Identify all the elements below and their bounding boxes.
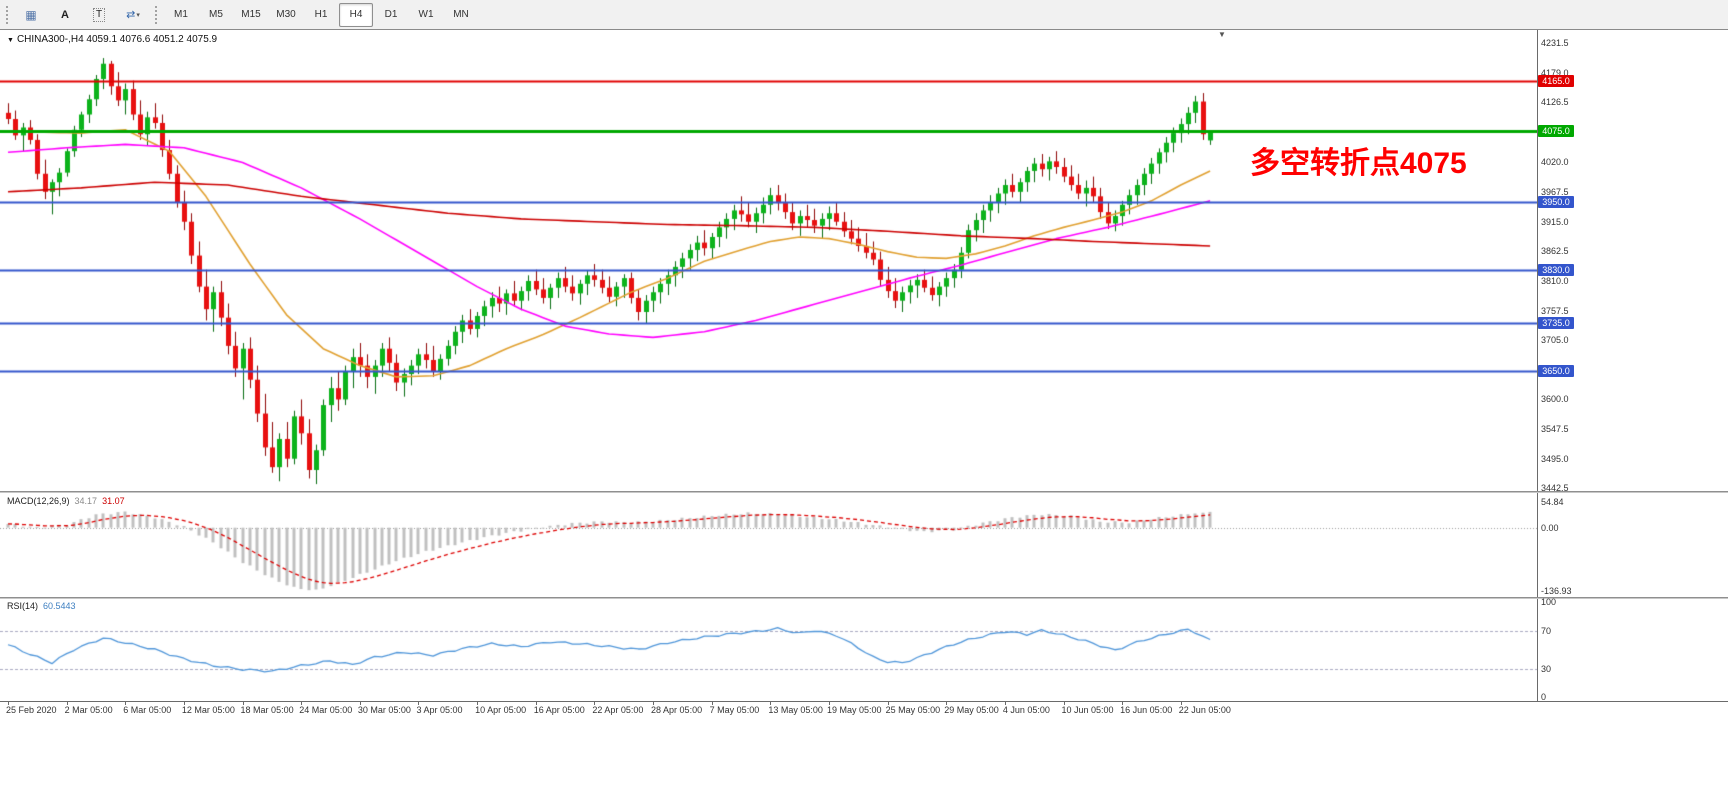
rsi-axis-label: 30 [1541,663,1552,674]
macd-signal-value: 31.07 [102,496,125,506]
rsi-value: 60.5443 [43,601,76,611]
time-axis-label: 13 May 05:00 [768,705,823,715]
cursor-button[interactable]: A [49,3,81,27]
chart-text-annotation[interactable]: 多空转折点4075 [1250,147,1467,180]
price-axis-label: 3810.0 [1541,275,1569,286]
pane-splitter-rsi[interactable] [0,597,1728,599]
time-axis-label: 12 Mar 05:00 [181,705,235,715]
price-axis-label: 3967.5 [1541,187,1569,198]
price-axis-label: 3862.5 [1541,246,1569,257]
symbol-name: CHINA300-,H4 [16,34,84,45]
price-axis-label: 4179.0 [1541,67,1569,78]
timeframe-button-W1[interactable]: W1 [418,9,434,20]
macd-axis-label: 54.84 [1541,497,1564,508]
pane-splitter-macd[interactable] [0,491,1728,493]
symbol-dropdown-icon: ▼ [7,37,14,44]
time-axis-border [0,701,1728,702]
rsi-axis-label: 70 [1541,625,1552,636]
price-axis-label: 3547.5 [1541,424,1569,435]
price-axis-label: 3757.5 [1541,305,1569,316]
time-axis-label: 30 Mar 05:00 [357,705,411,715]
time-axis-label: 29 May 05:00 [944,705,999,715]
time-axis-label: 19 May 05:00 [826,705,882,715]
timeframe-button-D1[interactable]: D1 [384,9,398,20]
chart-window-icon: ▦ [25,7,37,22]
price-axis-border [1537,30,1538,701]
chevron-down-icon: ▾ [136,11,140,19]
timeframe-button-MN[interactable]: MN [453,9,469,20]
price-level-tag-3650.0: 3650.0 [1538,365,1574,378]
timeframe-button-H4[interactable]: H4 [339,2,373,27]
time-axis-label: 2 Mar 05:00 [64,705,113,715]
toolbar-drag-handle[interactable] [5,4,10,25]
chart-shift-marker[interactable]: ▼ [1218,30,1226,39]
timeframe-button-M1[interactable]: M1 [174,9,188,20]
timeframe-button-M5[interactable]: M5 [209,9,223,20]
time-axis-label: 7 May 05:00 [709,705,760,715]
macd-name: MACD(12,26,9) [7,496,70,506]
timeframe-toolbar-drag-handle[interactable] [154,4,159,25]
price-level-tag-4165.0: 4165.0 [1538,74,1574,87]
time-axis-label: 28 Apr 05:00 [651,705,703,715]
timeframe-button-M30[interactable]: M30 [276,9,296,20]
time-axis-label: 22 Jun 05:00 [1178,705,1231,715]
time-axis-label: 16 Apr 05:00 [533,705,585,715]
ohlc-values: 4059.1 4076.6 4051.2 4075.9 [86,34,218,45]
chart-window-button[interactable]: ▦ [15,3,47,27]
price-axis-label: 3705.0 [1541,335,1569,346]
time-axis-label: 18 Mar 05:00 [240,705,294,715]
price-level-tag-3830.0: 3830.0 [1538,263,1574,276]
cycle-tool-button[interactable]: ⇄ ▾ [117,3,149,27]
timeframe-button-M15[interactable]: M15 [241,9,261,20]
cursor-a-icon: A [61,8,69,21]
price-level-tag-4075.0: 4075.0 [1538,125,1574,138]
price-axis-label: 3915.0 [1541,216,1569,227]
time-axis-label: 25 Feb 2020 [6,705,57,715]
timeframe-toolbar: M1 M5 M15 M30 H1 H4 D1 W1 MN [164,2,478,27]
toolbar: ▦ A T ⇄ ▾ M1 M5 M15 M30 H1 H4 D1 W1 MN [0,0,1728,30]
cycle-arrows-icon: ⇄ [126,9,136,21]
macd-main-value: 34.17 [74,496,98,506]
text-tool-button[interactable]: T [83,3,115,27]
text-tool-icon: T [92,7,106,22]
price-axis-label: 4231.5 [1541,38,1569,49]
chart-title: ▼ CHINA300-,H4 4059.1 4076.6 4051.2 4075.… [7,34,217,45]
time-axis-label: 22 Apr 05:00 [592,705,644,715]
price-axis-label: 4126.5 [1541,97,1569,108]
rsi-pane-canvas[interactable] [0,598,1537,701]
time-axis-label: 25 May 05:00 [885,705,941,715]
price-level-tag-3735.0: 3735.0 [1538,317,1574,330]
time-axis-label: 10 Jun 05:00 [1061,705,1114,715]
macd-pane-canvas[interactable] [0,493,1537,598]
price-axis-label: 4020.0 [1541,157,1569,168]
rsi-indicator-label: RSI(14) 60.5443 [7,601,76,611]
time-axis-label: 3 Apr 05:00 [416,705,463,715]
price-axis-label: 3600.0 [1541,394,1569,405]
macd-indicator-label: MACD(12,26,9) 34.17 31.07 [7,496,125,506]
time-axis-label: 16 Jun 05:00 [1120,705,1173,715]
time-axis-label: 10 Apr 05:00 [475,705,527,715]
time-axis-label: 4 Jun 05:00 [1002,705,1050,715]
macd-axis-label: 0.00 [1541,522,1559,533]
main-chart-canvas[interactable] [0,30,1537,493]
price-axis-label: 3495.0 [1541,453,1569,464]
time-axis-label: 24 Mar 05:00 [299,705,353,715]
timeframe-button-H1[interactable]: H1 [314,9,328,20]
price-level-tag-3950.0: 3950.0 [1538,195,1574,208]
macd-axis-label: -136.93 [1541,585,1572,596]
rsi-name: RSI(14) [7,601,39,611]
time-axis-label: 6 Mar 05:00 [123,705,172,715]
